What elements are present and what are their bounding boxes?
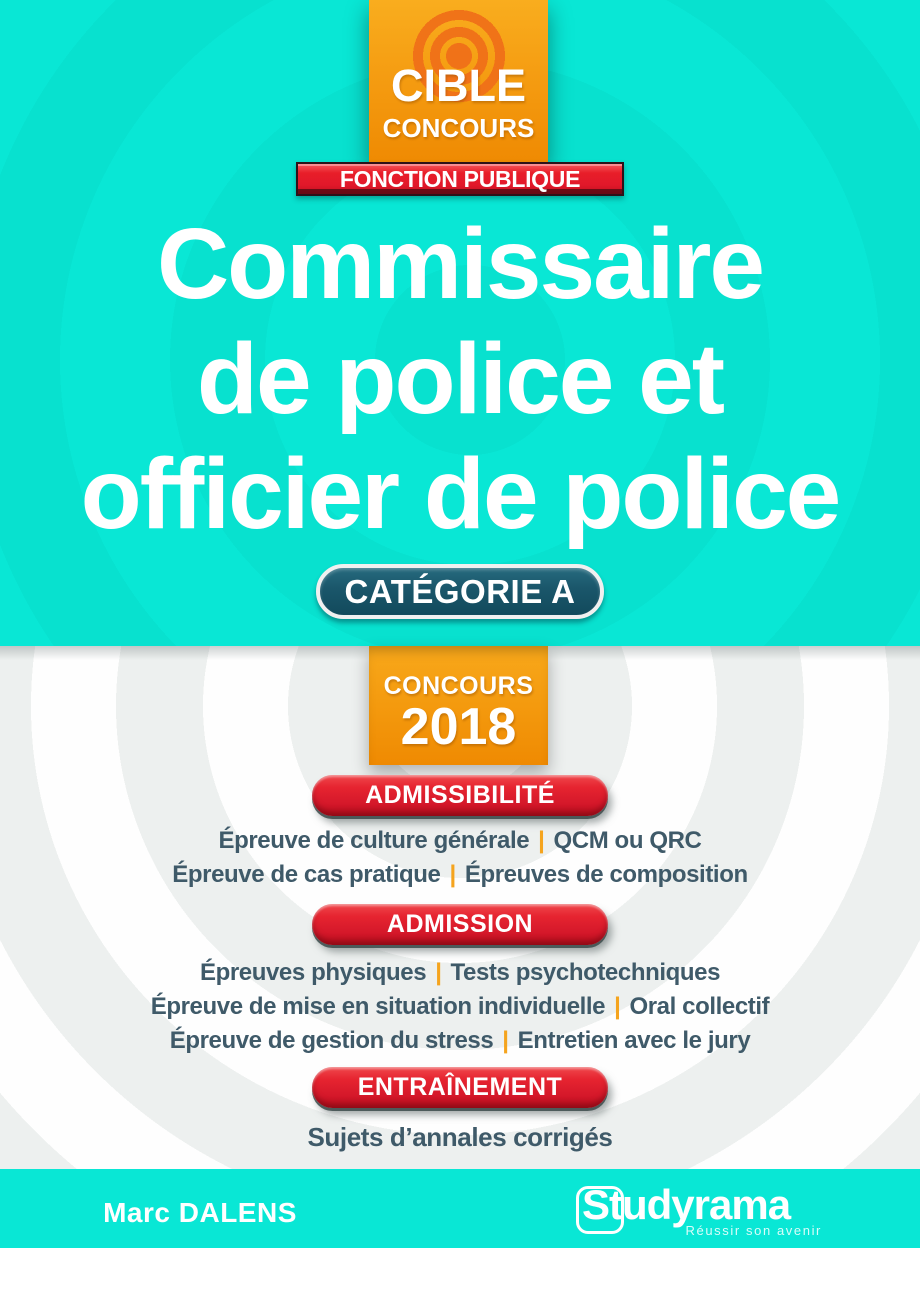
pipe-separator: | — [435, 959, 442, 986]
exam-line: Épreuve de gestion du stress | Entretien a… — [169, 1027, 751, 1054]
studyrama-logo: Studyrama Réussir son avenir — [576, 1183, 822, 1238]
brand-name-top: CIBLE — [391, 60, 526, 111]
admissibilite-items: Épreuve de culture générale | QCM ou QRC Ép… — [0, 824, 920, 892]
fonction-publique-banner: FONCTION PUBLIQUE — [296, 162, 624, 196]
entrainement-items: Sujets d’annales corrigés — [0, 1120, 920, 1154]
target-icon — [410, 8, 507, 104]
pipe-separator: | — [614, 993, 621, 1020]
category-badge: CATÉGORIE A — [316, 564, 604, 619]
admissibilite-heading-label: ADMISSIBILITÉ — [365, 781, 555, 809]
studyrama-wordmark: Studyrama — [576, 1183, 822, 1234]
concours-year-box: CONCOURS 2018 — [369, 646, 548, 765]
entrainement-heading-label: ENTRAÎNEMENT — [357, 1073, 563, 1101]
brand-name-bottom: CONCOURS — [382, 113, 535, 143]
cible-concours-logo: CIBLE CONCOURS — [369, 0, 548, 163]
admission-items: Épreuves physiques | Tests psychotechnique… — [0, 956, 920, 1058]
studyrama-s-frame-icon — [576, 1186, 624, 1234]
exam-line: Épreuve de culture générale | QCM ou QRC — [218, 827, 702, 854]
admissibilite-heading: ADMISSIBILITÉ — [312, 775, 608, 816]
studyrama-tagline: Réussir son avenir — [685, 1223, 822, 1238]
book-title: Commissaire de police et officier de pol… — [0, 207, 920, 552]
author-name: Marc DALENS — [103, 1197, 297, 1228]
entrainement-heading: ENTRAÎNEMENT — [312, 1067, 608, 1108]
fonction-publique-label: FONCTION PUBLIQUE — [339, 165, 581, 192]
category-badge-label: CATÉGORIE A — [344, 572, 576, 610]
title-line-2: de police et — [196, 323, 725, 435]
admission-heading-label: ADMISSION — [386, 910, 534, 938]
exam-line: Épreuve de cas pratique | Épreuves de comp… — [172, 861, 748, 888]
pipe-separator: | — [502, 1027, 509, 1054]
pipe-separator: | — [449, 861, 457, 888]
exam-line: Sujets d’annales corrigés — [307, 1122, 613, 1152]
title-line-1: Commissaire — [156, 208, 765, 320]
exam-line: Épreuve de mise en situation individuell… — [150, 993, 770, 1020]
title-line-3: officier de police — [80, 438, 842, 550]
concours-label: CONCOURS — [383, 672, 534, 700]
exam-line: Épreuves physiques | Tests psychotechnique… — [199, 959, 721, 986]
pipe-separator: | — [538, 827, 545, 854]
admission-heading: ADMISSION — [312, 904, 608, 945]
concours-year: 2018 — [400, 698, 517, 756]
footer-band: Marc DALENS Studyrama Réussir son avenir — [0, 1169, 920, 1248]
